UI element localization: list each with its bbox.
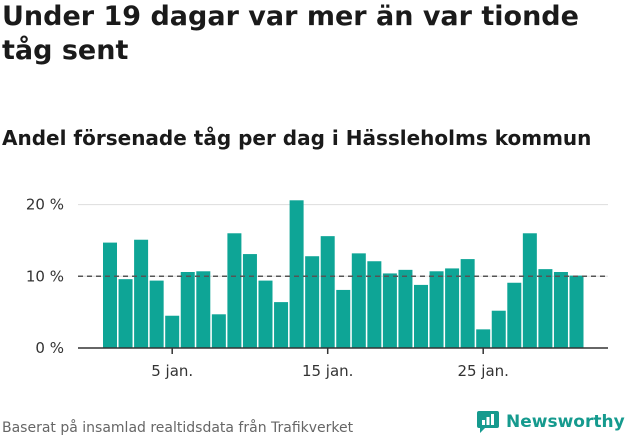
bar xyxy=(569,275,584,348)
newsworthy-logo: Newsworthy xyxy=(476,409,625,435)
bar xyxy=(414,284,428,348)
bar xyxy=(367,261,382,348)
bar xyxy=(382,273,397,348)
bar xyxy=(398,269,413,348)
x-tick-label: 15 jan. xyxy=(302,362,354,380)
chart-subtitle: Andel försenade tåg per dag i Hässleholm… xyxy=(2,126,592,150)
y-tick-label: 20 % xyxy=(26,196,64,214)
bar xyxy=(118,279,133,348)
source-note: Baserat på insamlad realtidsdata från Tr… xyxy=(2,420,354,436)
newsworthy-logo-icon xyxy=(477,411,499,433)
bar xyxy=(336,289,351,348)
bar xyxy=(445,268,460,348)
logo-text: Newsworthy xyxy=(506,412,625,432)
bar xyxy=(134,239,149,348)
bar xyxy=(149,280,164,348)
bar xyxy=(460,259,475,348)
bar xyxy=(258,280,273,348)
chart-title: Under 19 dagar var mer än var tionde tåg… xyxy=(2,1,579,66)
x-tick-label: 5 jan. xyxy=(151,362,193,380)
bar xyxy=(351,253,366,348)
bar xyxy=(242,254,257,348)
bar xyxy=(476,329,491,348)
bar xyxy=(320,236,335,348)
bar xyxy=(538,269,553,348)
bar xyxy=(103,242,117,348)
bar xyxy=(165,315,180,348)
bar xyxy=(289,200,304,348)
y-tick-label: 0 % xyxy=(35,339,64,357)
bar xyxy=(274,302,289,348)
bar xyxy=(211,314,226,348)
bar xyxy=(180,271,195,348)
x-tick-label: 25 jan. xyxy=(457,362,509,380)
bar xyxy=(305,256,320,348)
bar xyxy=(429,271,444,348)
bar xyxy=(196,271,211,348)
bar xyxy=(522,233,537,348)
bar xyxy=(227,233,242,348)
bar xyxy=(491,310,506,348)
bar-chart: 0 % 10 % 20 % 5 jan. 15 jan. 25 jan. xyxy=(26,196,608,380)
bar xyxy=(507,282,522,348)
y-tick-label: 10 % xyxy=(26,267,64,285)
bar xyxy=(553,271,568,348)
